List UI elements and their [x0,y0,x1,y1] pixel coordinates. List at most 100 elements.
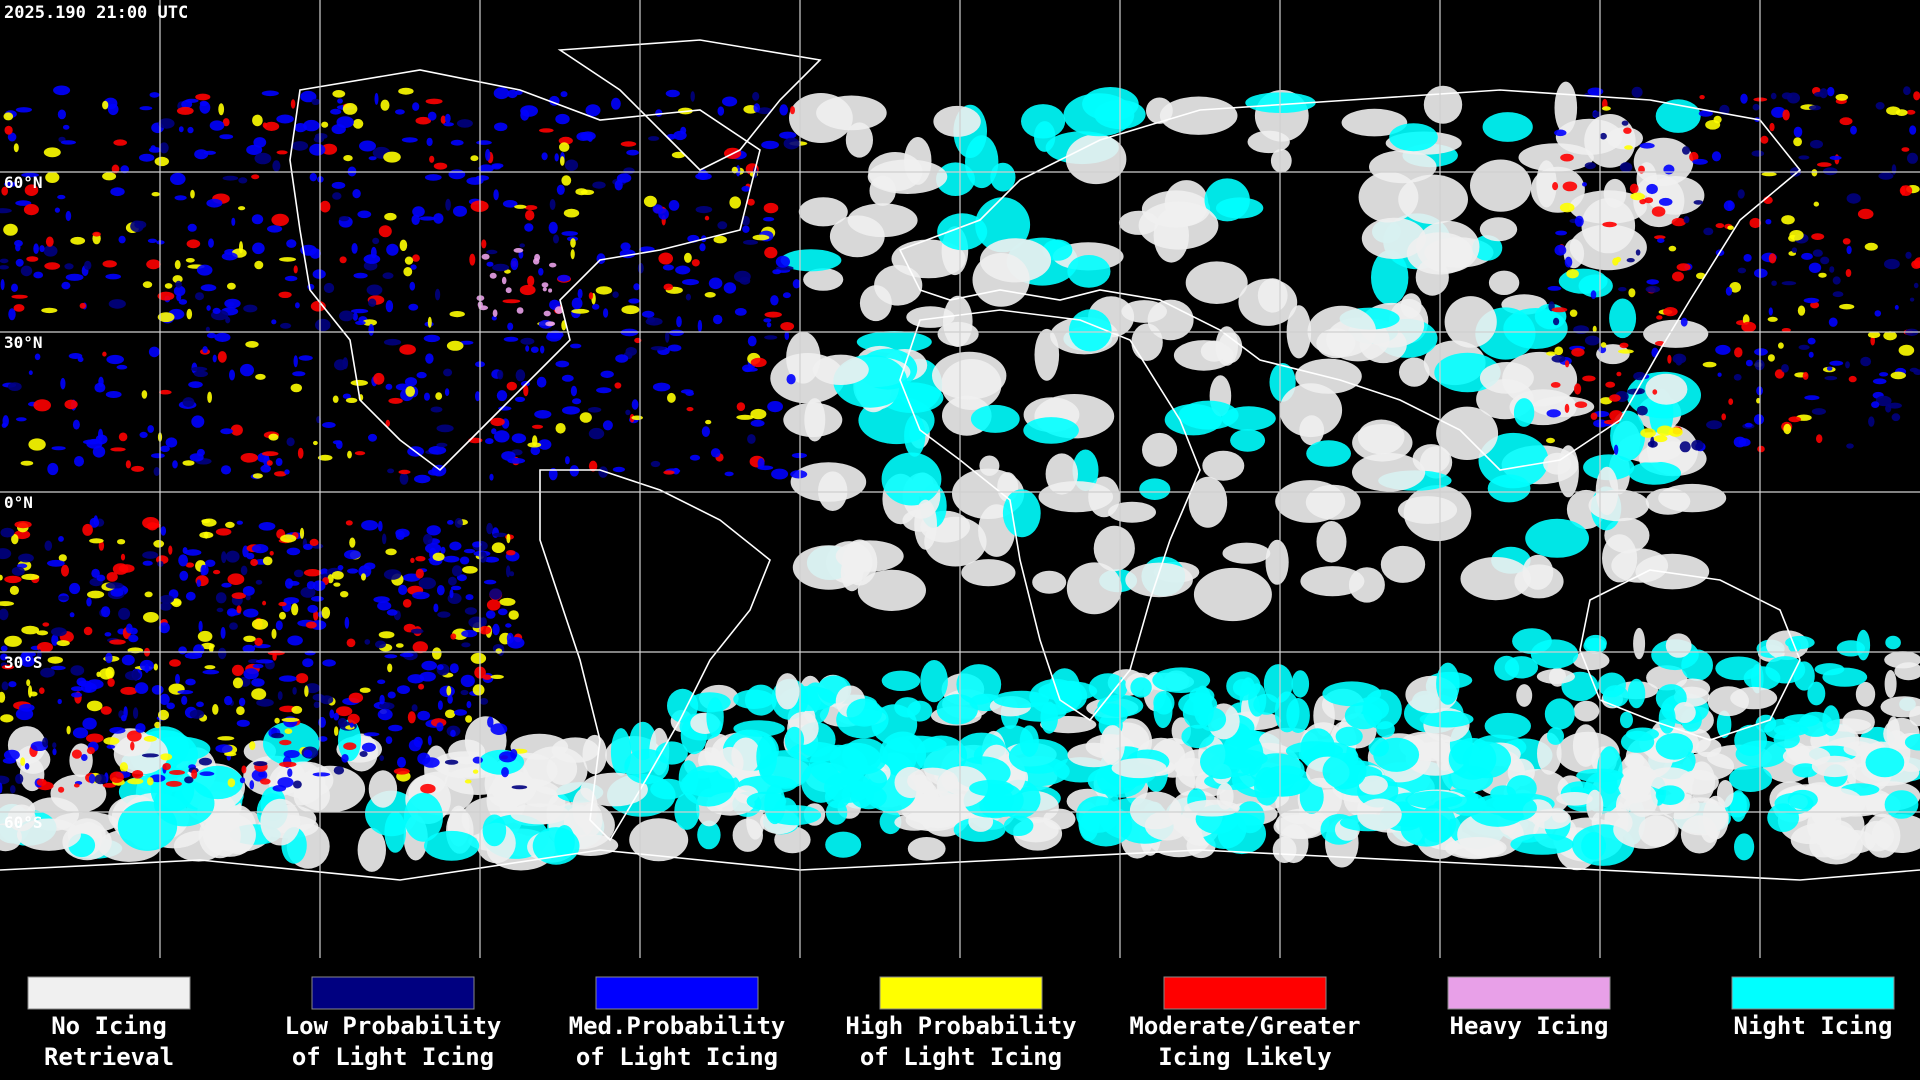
icing-cell [595,286,613,295]
icing-cell [177,690,194,695]
icing-cell [596,387,612,394]
icing-cell [187,126,194,134]
icing-cell [214,332,231,342]
icing-cell [88,773,96,784]
icing-cell [342,103,358,115]
icing-cell [332,192,342,200]
icing-cell [1913,282,1919,289]
icing-cell [58,595,70,601]
icing-cell [105,652,113,664]
icing-cell [1801,252,1813,260]
icing-cell [1131,323,1163,361]
icing-cell [411,214,420,225]
icing-cell [764,246,778,259]
icing-cell [628,298,640,304]
icing-cell [377,601,392,611]
icing-cell [157,312,175,322]
icing-cell [382,272,394,280]
icing-cell [184,549,202,556]
icing-cell [1624,752,1645,769]
icing-cell [1884,670,1897,698]
icing-cell [153,663,158,671]
icing-cell [216,607,224,613]
icing-cell [421,660,438,671]
icing-cell [1602,534,1638,583]
icing-cell [424,392,430,401]
icing-cell [506,632,514,644]
icing-cell [295,302,300,309]
icing-cell [340,591,349,598]
icing-cell [353,272,368,279]
icing-cell [28,438,46,451]
icing-cell [790,470,808,479]
icing-cell [520,109,530,121]
icing-cell [779,104,788,116]
icing-cell [284,275,298,282]
icing-cell [483,556,500,563]
icing-cell [318,716,326,728]
icing-cell [541,152,548,161]
icing-cell [359,140,376,152]
icing-cell [508,610,519,620]
icing-cell [290,99,296,109]
icing-cell [343,742,357,750]
icing-cell [159,693,170,706]
icing-cell [752,91,760,101]
icing-cell [520,337,535,345]
icing-cell [58,536,64,542]
icing-cell [1808,262,1822,273]
icing-cell [770,295,779,306]
icing-cell [1606,127,1643,150]
icing-cell [1810,139,1823,149]
icing-cell [142,551,159,559]
icing-cell [1629,183,1639,194]
icing-cell [478,625,492,635]
icing-cell [86,747,95,755]
icing-cell [293,778,330,813]
icing-cell [1316,521,1347,563]
icing-cell [465,594,474,601]
icing-cell [130,741,135,751]
icing-cell [1200,744,1242,780]
icing-cell [1781,328,1791,333]
icing-cell [23,204,39,216]
icing-cell [969,779,1014,797]
icing-cell [68,353,83,359]
icing-cell [339,216,350,222]
icing-cell [279,611,286,620]
icing-cell [262,556,273,566]
icing-cell [766,322,772,328]
icing-cell [52,742,57,749]
icing-cell [120,686,138,695]
icing-cell [516,307,524,314]
icing-cell [215,592,227,604]
icing-cell [658,252,673,265]
icing-cell [701,426,711,437]
icing-cell [361,520,379,531]
icing-cell [556,184,565,195]
icing-cell [397,756,406,768]
icing-cell [481,253,490,260]
icing-cell [405,386,416,397]
icing-cell [1770,92,1777,100]
icing-cell [1185,261,1248,305]
icing-cell [1878,172,1894,180]
icing-cell [401,137,418,143]
icing-cell [668,200,680,211]
icing-cell [33,243,39,254]
icing-cell [26,256,39,262]
icing-cell [61,281,71,290]
legend-swatch [879,976,1043,1010]
icing-cell [554,825,575,859]
icing-cell [287,635,303,646]
icing-cell [1564,403,1570,413]
icing-cell [172,275,183,284]
icing-cell [1848,375,1857,383]
icing-cell [1672,353,1687,364]
icing-cell [69,612,75,618]
icing-cell [4,635,22,647]
icing-cell [631,399,639,410]
icing-cell [133,669,139,681]
icing-cell [489,473,494,481]
icing-cell [379,694,385,705]
